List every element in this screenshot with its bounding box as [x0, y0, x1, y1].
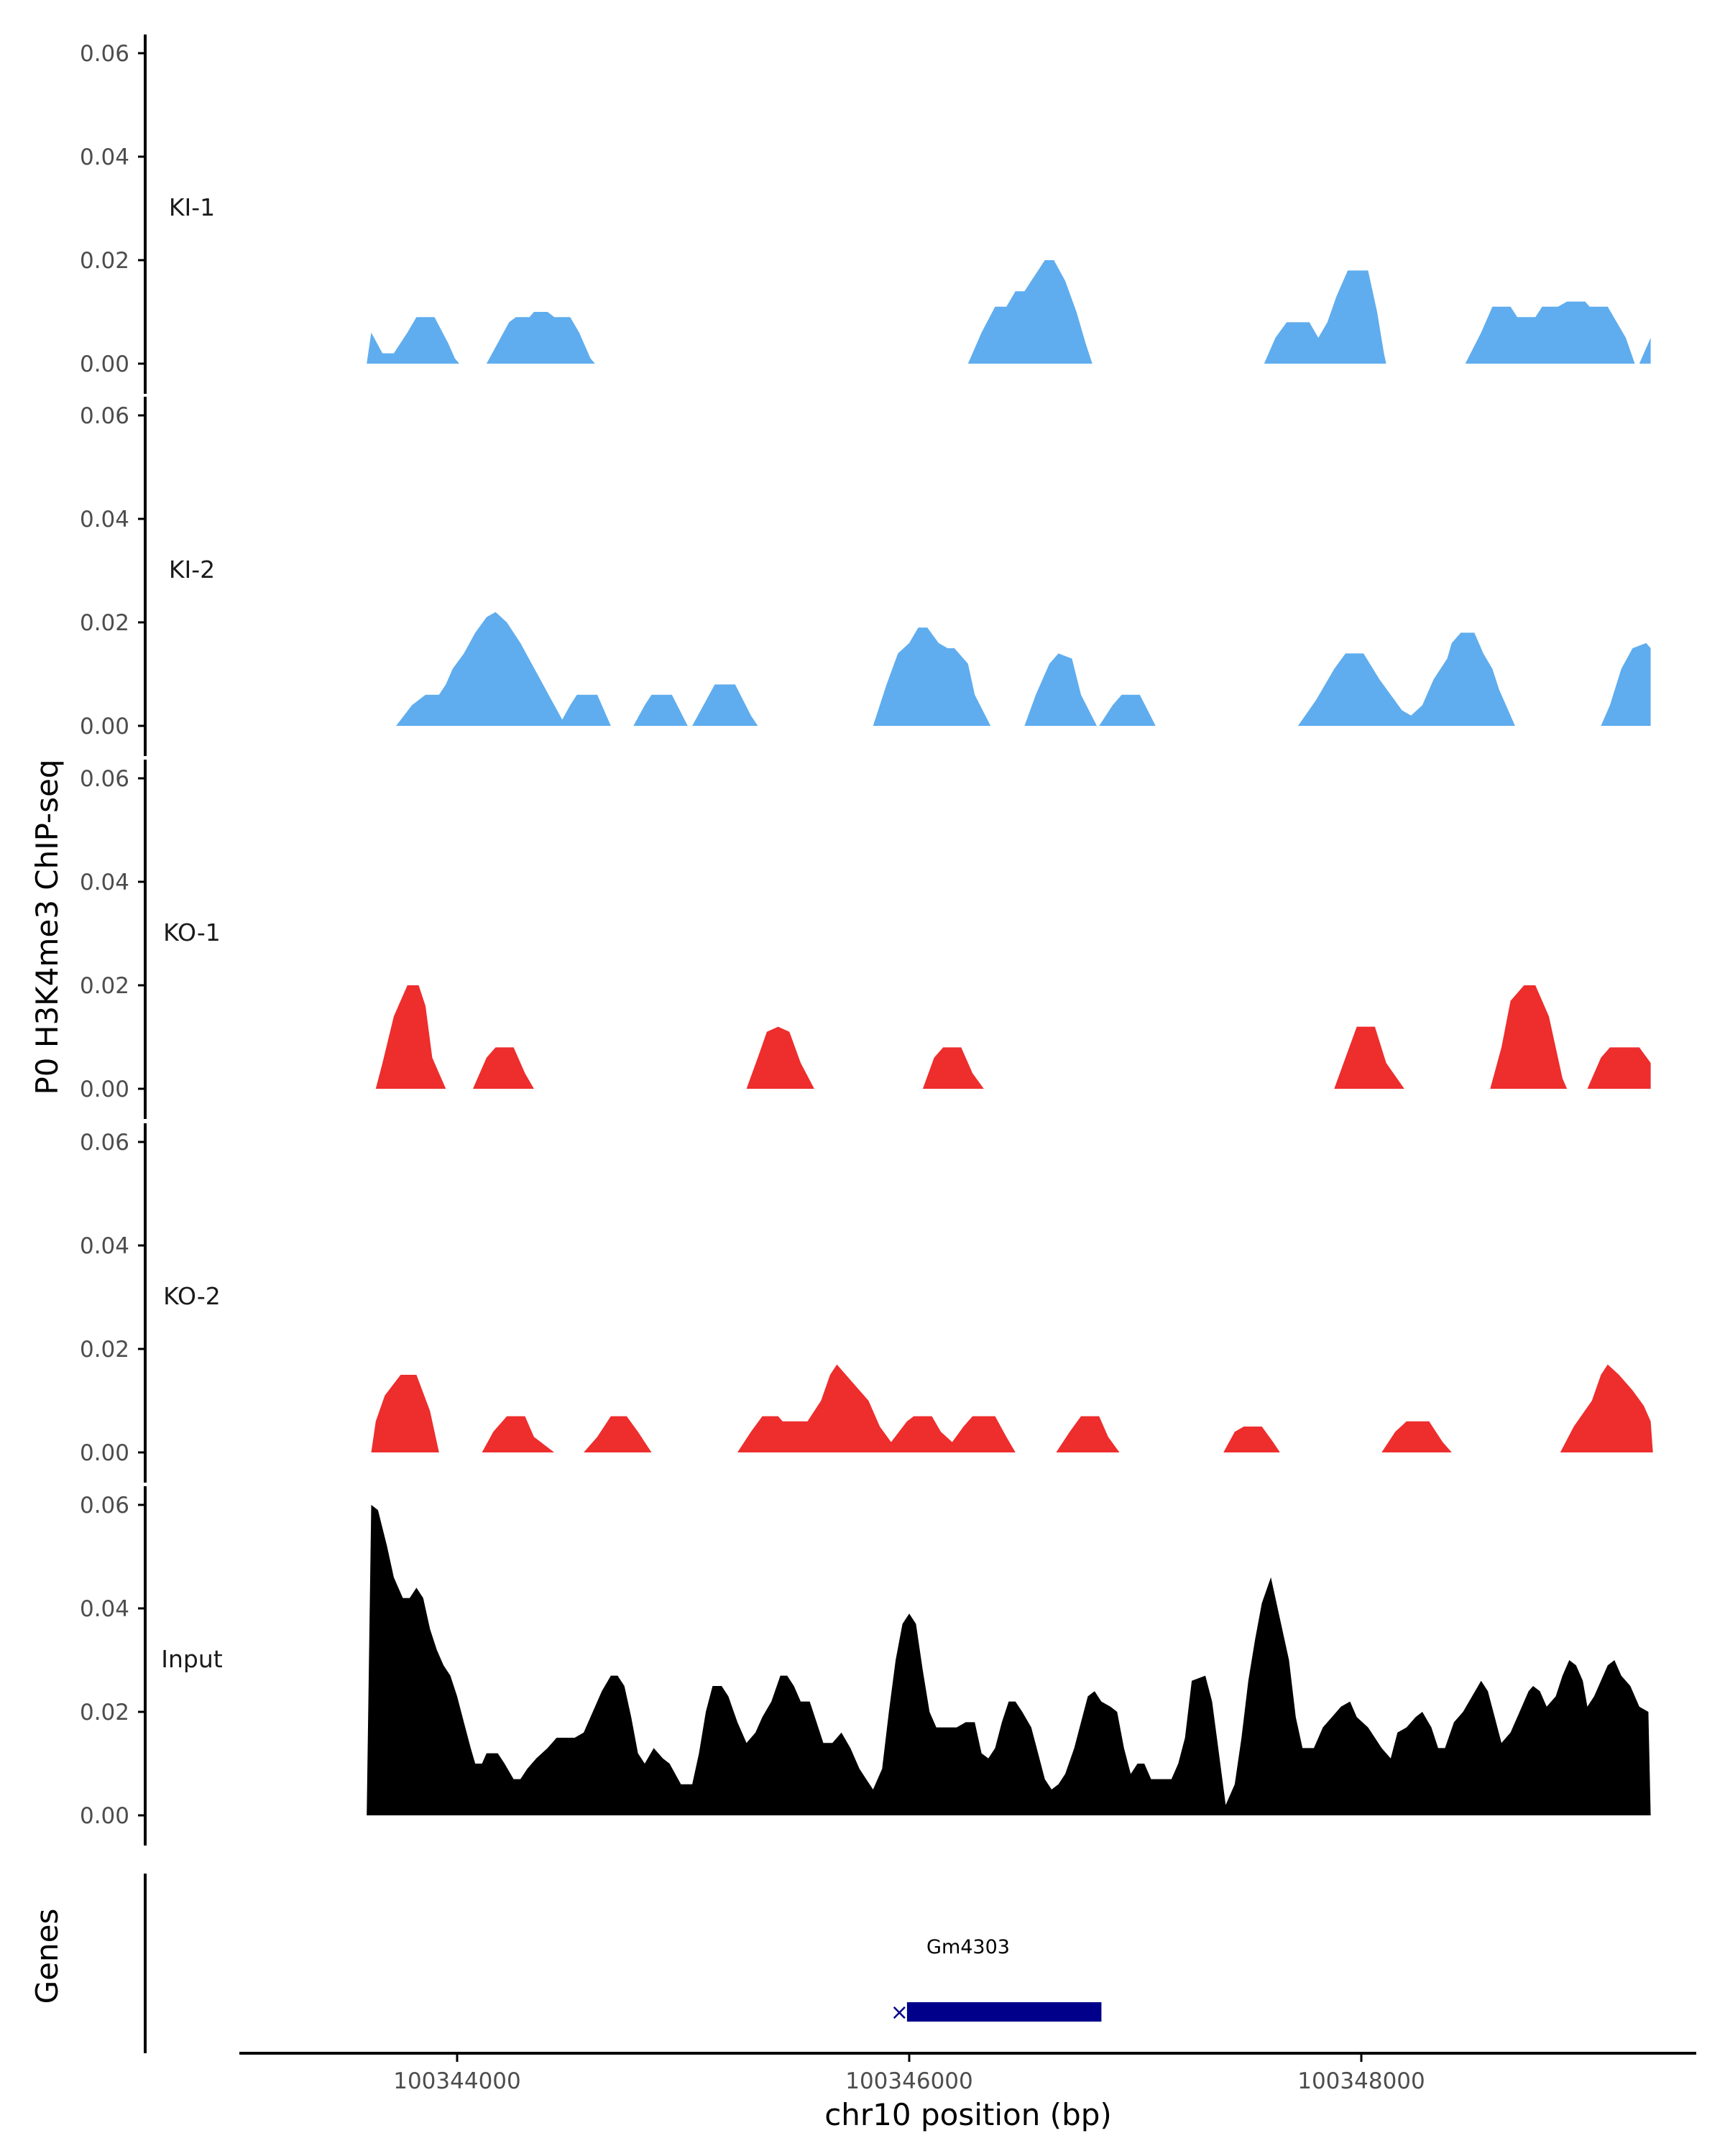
track-ko-2: 0.00 0.02 0.04 0.06 KO-2 [80, 1123, 1653, 1483]
signal-area [371, 1364, 1653, 1452]
gene-strand-arrow: × [891, 2000, 908, 2025]
track-ki-1: 0.00 0.02 0.04 0.06 KI-1 [80, 34, 1651, 394]
y-tick-label: 0.04 [80, 870, 129, 895]
y-tick-label: 0.00 [80, 1077, 129, 1102]
y-axis-title: P0 H3K4me3 ChIP-seq [29, 759, 65, 1095]
y-tick-label: 0.06 [80, 403, 129, 429]
y-tick-label: 0.04 [80, 144, 129, 170]
y-tick-label: 0.00 [80, 1440, 129, 1466]
y-tick-label: 0.04 [80, 1233, 129, 1259]
track-label: KO-2 [163, 1282, 221, 1310]
x-tick-label: 100346000 [845, 2068, 973, 2094]
gene-label: Gm4303 [926, 1936, 1010, 1958]
gene-body [906, 2002, 1102, 2022]
tracks-layer: 0.00 0.02 0.04 0.06 KI-1 0.00 0.02 0.04 0.06 KI-2… [80, 34, 1653, 1846]
signal-area [367, 260, 1651, 364]
x-axis: 100344000 100346000 100348000 [239, 2052, 1696, 2094]
y-tick-label: 0.06 [80, 1130, 129, 1156]
y-tick-label: 0.04 [80, 1596, 129, 1622]
y-tick-label: 0.00 [80, 1803, 129, 1829]
track-label: KO-1 [163, 918, 221, 946]
signal-area [375, 985, 1651, 1089]
y-tick-label: 0.06 [80, 41, 129, 67]
y-tick-label: 0.02 [80, 610, 129, 636]
signal-area [367, 1505, 1651, 1815]
y-tick-label: 0.06 [80, 1493, 129, 1519]
y-tick-label: 0.02 [80, 1337, 129, 1363]
y-tick-label: 0.02 [80, 973, 129, 999]
x-axis-title: chr10 position (bp) [824, 2097, 1112, 2132]
track-ko-1: 0.00 0.02 0.04 0.06 KO-1 [80, 760, 1651, 1119]
y-tick-label: 0.02 [80, 1700, 129, 1726]
track-label: KI-2 [169, 556, 215, 584]
y-tick-label: 0.04 [80, 507, 129, 533]
track-ki-2: 0.00 0.02 0.04 0.06 KI-2 [80, 397, 1651, 756]
y-tick-label: 0.02 [80, 248, 129, 274]
x-tick-label: 100344000 [393, 2068, 521, 2094]
x-tick-label: 100348000 [1297, 2068, 1425, 2094]
genes-panel: Genes Gm4303 × [29, 1874, 1102, 2053]
track-label: Input [161, 1645, 223, 1673]
track-label: KI-1 [169, 193, 215, 221]
genes-axis-title: Genes [29, 1909, 65, 2004]
track-input: 0.00 0.02 0.04 0.06 Input [80, 1486, 1651, 1846]
signal-area [396, 612, 1651, 726]
y-tick-label: 0.00 [80, 351, 129, 377]
y-tick-label: 0.00 [80, 714, 129, 740]
y-tick-label: 0.06 [80, 766, 129, 792]
